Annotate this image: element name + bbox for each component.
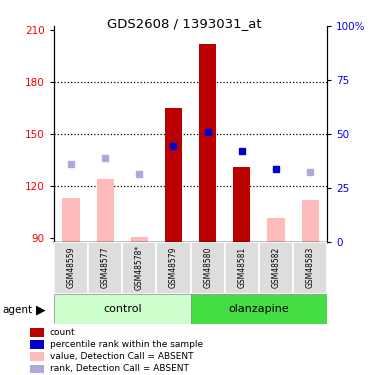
Text: value, Detection Call = ABSENT: value, Detection Call = ABSENT bbox=[50, 352, 194, 361]
Text: GSM48582: GSM48582 bbox=[271, 246, 281, 288]
Text: rank, Detection Call = ABSENT: rank, Detection Call = ABSENT bbox=[50, 364, 189, 374]
Text: control: control bbox=[103, 304, 142, 314]
Text: olanzapine: olanzapine bbox=[229, 304, 289, 314]
Text: ▶: ▶ bbox=[35, 304, 45, 316]
Bar bbox=[62, 198, 80, 242]
Text: GSM48559: GSM48559 bbox=[67, 246, 75, 288]
Text: GSM48581: GSM48581 bbox=[237, 246, 246, 288]
Bar bbox=[30, 328, 44, 337]
Bar bbox=[191, 294, 327, 324]
Bar bbox=[122, 242, 156, 294]
Bar bbox=[30, 364, 44, 373]
Text: GDS2608 / 1393031_at: GDS2608 / 1393031_at bbox=[107, 17, 262, 30]
Bar bbox=[233, 167, 250, 242]
Bar bbox=[156, 242, 191, 294]
Bar bbox=[97, 179, 114, 242]
Bar bbox=[30, 340, 44, 349]
Text: GSM48580: GSM48580 bbox=[203, 246, 212, 288]
Text: agent: agent bbox=[2, 305, 32, 315]
Bar bbox=[199, 44, 216, 242]
Bar bbox=[268, 217, 285, 242]
Text: GSM48577: GSM48577 bbox=[100, 246, 110, 288]
Text: GSM48578*: GSM48578* bbox=[135, 244, 144, 290]
Text: GSM48583: GSM48583 bbox=[306, 246, 315, 288]
Bar bbox=[88, 242, 122, 294]
Bar bbox=[301, 200, 319, 242]
Bar bbox=[131, 237, 148, 242]
Bar bbox=[293, 242, 327, 294]
Text: count: count bbox=[50, 328, 75, 337]
Text: GSM48579: GSM48579 bbox=[169, 246, 178, 288]
Text: percentile rank within the sample: percentile rank within the sample bbox=[50, 340, 203, 349]
Bar bbox=[30, 352, 44, 361]
Bar bbox=[225, 242, 259, 294]
Bar bbox=[54, 242, 88, 294]
Bar bbox=[259, 242, 293, 294]
Bar bbox=[165, 108, 182, 242]
Bar bbox=[191, 242, 225, 294]
Bar bbox=[54, 294, 191, 324]
